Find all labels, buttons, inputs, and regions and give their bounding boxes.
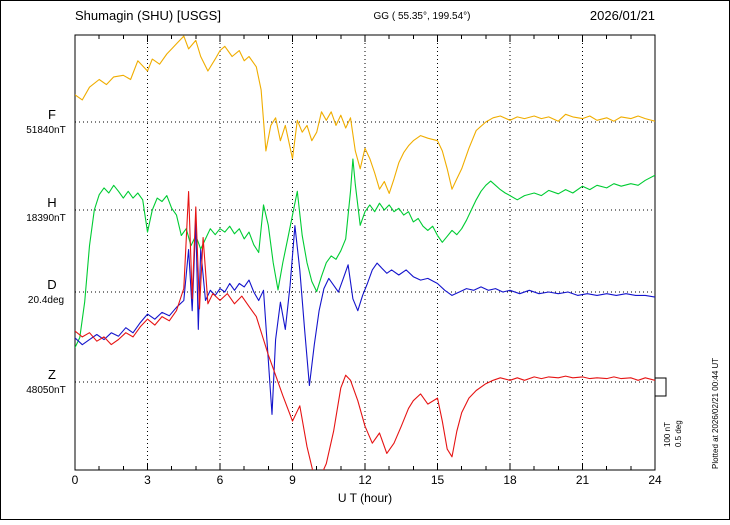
trace-H: [75, 158, 655, 348]
x-tick-label-0: 0: [72, 473, 79, 487]
series-letter-H: H: [47, 195, 56, 210]
x-axis-label: U T (hour): [338, 491, 392, 505]
series-baseline-F: 51840nT: [26, 125, 65, 136]
plot-date: 2026/01/21: [590, 8, 655, 23]
series-label-H: H 18390nT: [26, 195, 65, 224]
series-label-D: D 20.4deg: [28, 277, 64, 306]
plot-area-border: [74, 34, 656, 471]
x-tick-label-21: 21: [576, 473, 590, 487]
axis-ticks: [74, 35, 656, 470]
station-title: Shumagin (SHU) [USGS]: [75, 8, 221, 23]
trace-F: [75, 35, 655, 194]
trace-group: [75, 35, 655, 470]
grid-lines: [75, 35, 655, 470]
scale-label-deg: 0.5 deg: [674, 420, 683, 447]
x-tick-label-12: 12: [358, 473, 372, 487]
trace-Z: [75, 191, 655, 470]
geo-coordinates: GG ( 55.35°, 199.54°): [374, 11, 471, 22]
scale-bracket: [655, 377, 667, 397]
trace-D: [75, 220, 655, 415]
x-tick-label-15: 15: [431, 473, 445, 487]
x-tick-label-6: 6: [217, 473, 224, 487]
plotted-at-note: Plotted at 2026/02/21 00:44 UT: [711, 358, 720, 469]
series-letter-F: F: [48, 107, 56, 122]
series-baseline-H: 18390nT: [26, 213, 65, 224]
x-tick-label-24: 24: [648, 473, 662, 487]
x-tick-labels: 0 3 6 9 12 15 18 21 24: [72, 473, 662, 487]
series-label-Z: Z 48050nT: [26, 367, 65, 396]
x-tick-label-3: 3: [144, 473, 151, 487]
series-letter-D: D: [47, 277, 56, 292]
series-letter-Z: Z: [48, 367, 56, 382]
scale-label-nt: 100 nT: [663, 422, 672, 447]
series-label-F: F 51840nT: [26, 107, 65, 136]
series-baseline-Z: 48050nT: [26, 385, 65, 396]
series-baseline-D: 20.4deg: [28, 295, 64, 306]
x-tick-label-18: 18: [503, 473, 517, 487]
x-tick-label-9: 9: [289, 473, 296, 487]
